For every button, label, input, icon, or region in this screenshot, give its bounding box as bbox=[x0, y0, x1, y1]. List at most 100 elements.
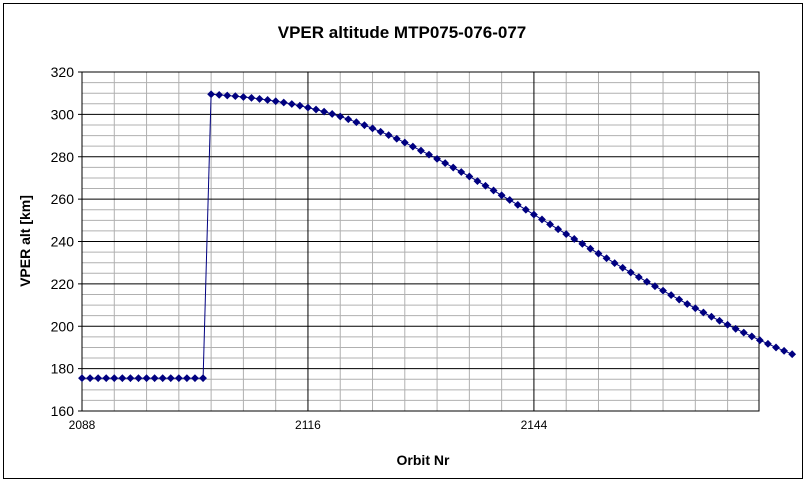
data-point-marker bbox=[102, 374, 111, 383]
data-point-marker bbox=[183, 374, 191, 383]
y-tick-label: 320 bbox=[51, 64, 75, 80]
data-point-marker bbox=[699, 308, 708, 317]
data-point-marker bbox=[715, 316, 724, 325]
data-point-marker bbox=[304, 103, 312, 112]
data-point-marker bbox=[667, 291, 676, 300]
major-grid bbox=[81, 71, 759, 412]
data-point-marker bbox=[723, 320, 732, 329]
data-point-marker bbox=[683, 300, 692, 308]
data-point-marker bbox=[279, 98, 288, 107]
data-point-marker bbox=[271, 97, 280, 106]
data-point-marker bbox=[602, 254, 611, 263]
data-point-marker bbox=[788, 350, 797, 359]
data-point-marker bbox=[521, 205, 530, 214]
y-tick-label: 300 bbox=[51, 106, 75, 122]
data-point-marker bbox=[659, 286, 667, 295]
data-point-marker bbox=[457, 168, 466, 176]
y-tick-label: 220 bbox=[51, 276, 75, 292]
data-point-marker bbox=[174, 374, 183, 383]
data-point-marker bbox=[634, 273, 643, 282]
data-point-marker bbox=[505, 196, 514, 204]
data-point-marker bbox=[336, 112, 345, 121]
data-point-marker bbox=[78, 374, 86, 383]
data-point-marker bbox=[772, 343, 780, 352]
data-point-marker bbox=[465, 172, 474, 181]
data-point-marker bbox=[707, 312, 716, 321]
data-point-marker bbox=[376, 127, 385, 136]
data-point-marker bbox=[207, 90, 216, 99]
data-point-marker bbox=[417, 146, 425, 155]
data-point-marker bbox=[215, 90, 224, 99]
data-point-marker bbox=[449, 163, 458, 172]
data-point-marker bbox=[368, 124, 377, 133]
data-point-marker bbox=[110, 374, 119, 383]
data-point-marker bbox=[239, 93, 248, 101]
data-point-marker bbox=[441, 159, 450, 168]
data-point-marker bbox=[223, 91, 232, 100]
data-point-marker bbox=[344, 115, 353, 124]
data-point-marker bbox=[328, 110, 337, 118]
data-point-marker bbox=[578, 239, 587, 248]
y-axis-title: VPER alt [km] bbox=[17, 195, 33, 287]
data-point-marker bbox=[610, 259, 619, 268]
data-point-marker bbox=[481, 181, 490, 190]
data-point-marker bbox=[166, 374, 175, 383]
series-markers bbox=[78, 90, 797, 383]
data-point-marker bbox=[134, 374, 143, 383]
data-point-marker bbox=[538, 215, 546, 224]
x-axis-ticks: 2088 2116 2144 bbox=[69, 418, 548, 432]
data-point-marker bbox=[570, 235, 579, 243]
data-point-marker bbox=[255, 95, 264, 103]
data-point-marker bbox=[287, 100, 296, 108]
data-point-marker bbox=[497, 191, 506, 200]
x-tick-label: 2088 bbox=[69, 418, 96, 432]
data-point-marker bbox=[86, 374, 94, 383]
data-point-marker bbox=[150, 374, 159, 383]
data-point-marker bbox=[764, 339, 772, 348]
y-tick-label: 200 bbox=[51, 318, 75, 334]
data-point-marker bbox=[618, 263, 627, 272]
data-point-marker bbox=[392, 134, 401, 143]
data-point-marker bbox=[554, 225, 563, 234]
data-point-marker bbox=[199, 374, 207, 383]
data-point-marker bbox=[400, 138, 409, 147]
y-tick-label: 160 bbox=[51, 403, 75, 419]
data-point-marker bbox=[747, 332, 756, 341]
data-point-marker bbox=[433, 154, 441, 163]
data-point-marker bbox=[425, 150, 433, 159]
data-point-marker bbox=[384, 131, 393, 140]
data-point-marker bbox=[158, 374, 167, 383]
data-point-marker bbox=[530, 210, 538, 219]
data-point-marker bbox=[642, 277, 651, 286]
data-point-marker bbox=[360, 121, 369, 130]
data-point-marker bbox=[780, 346, 788, 355]
y-tick-label: 240 bbox=[51, 234, 75, 250]
data-point-marker bbox=[94, 374, 103, 383]
data-point-marker bbox=[473, 177, 482, 186]
data-point-marker bbox=[408, 142, 417, 151]
data-point-marker bbox=[594, 249, 603, 258]
data-point-marker bbox=[231, 92, 240, 101]
data-point-marker bbox=[562, 230, 571, 238]
data-point-marker bbox=[142, 374, 151, 383]
data-point-marker bbox=[651, 282, 659, 291]
data-point-marker bbox=[118, 374, 127, 383]
data-point-marker bbox=[352, 118, 361, 127]
data-point-marker bbox=[247, 93, 256, 102]
data-point-marker bbox=[691, 304, 700, 313]
chart-title: VPER altitude MTP075-076-077 bbox=[278, 23, 526, 42]
y-axis-ticks: 160 180 200 220 240 260 280 300 320 bbox=[51, 64, 82, 419]
x-tick-label: 2116 bbox=[295, 418, 321, 432]
data-point-marker bbox=[513, 200, 522, 209]
data-point-marker bbox=[755, 336, 764, 345]
data-point-marker bbox=[126, 374, 135, 383]
data-point-marker bbox=[295, 101, 304, 110]
data-point-marker bbox=[312, 105, 320, 114]
data-point-marker bbox=[675, 295, 684, 304]
data-point-marker bbox=[731, 324, 740, 333]
x-tick-label: 2144 bbox=[521, 418, 548, 432]
data-point-marker bbox=[586, 244, 595, 253]
data-point-marker bbox=[191, 374, 199, 383]
data-point-marker bbox=[320, 107, 329, 116]
